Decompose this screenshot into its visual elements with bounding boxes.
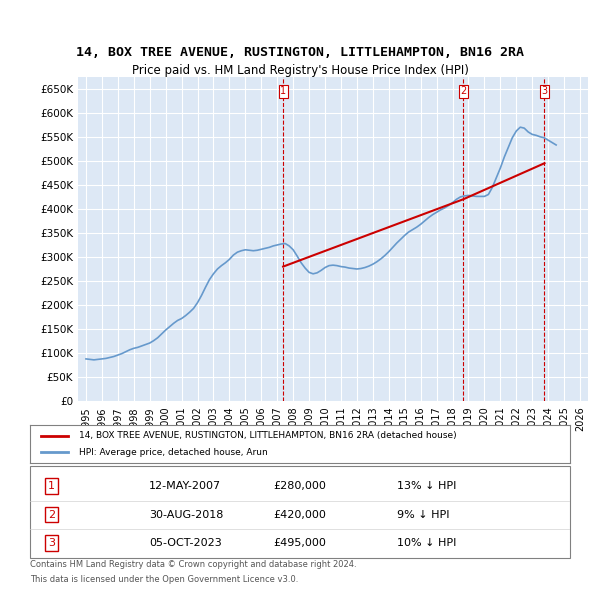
Text: 2: 2 bbox=[460, 86, 466, 96]
Text: 3: 3 bbox=[541, 86, 548, 96]
Text: 05-OCT-2023: 05-OCT-2023 bbox=[149, 538, 221, 548]
Text: 10% ↓ HPI: 10% ↓ HPI bbox=[397, 538, 457, 548]
Text: £495,000: £495,000 bbox=[273, 538, 326, 548]
Text: 3: 3 bbox=[48, 538, 55, 548]
Text: £280,000: £280,000 bbox=[273, 481, 326, 491]
Text: 12-MAY-2007: 12-MAY-2007 bbox=[149, 481, 221, 491]
Text: 14, BOX TREE AVENUE, RUSTINGTON, LITTLEHAMPTON, BN16 2RA: 14, BOX TREE AVENUE, RUSTINGTON, LITTLEH… bbox=[76, 46, 524, 59]
Text: 13% ↓ HPI: 13% ↓ HPI bbox=[397, 481, 457, 491]
Text: Contains HM Land Registry data © Crown copyright and database right 2024.: Contains HM Land Registry data © Crown c… bbox=[30, 560, 356, 569]
Text: Price paid vs. HM Land Registry's House Price Index (HPI): Price paid vs. HM Land Registry's House … bbox=[131, 64, 469, 77]
Text: 2: 2 bbox=[48, 510, 55, 520]
Text: £420,000: £420,000 bbox=[273, 510, 326, 520]
Text: 1: 1 bbox=[48, 481, 55, 491]
Text: 9% ↓ HPI: 9% ↓ HPI bbox=[397, 510, 450, 520]
Text: 1: 1 bbox=[280, 86, 286, 96]
Text: 30-AUG-2018: 30-AUG-2018 bbox=[149, 510, 223, 520]
Text: HPI: Average price, detached house, Arun: HPI: Average price, detached house, Arun bbox=[79, 448, 268, 457]
Text: 14, BOX TREE AVENUE, RUSTINGTON, LITTLEHAMPTON, BN16 2RA (detached house): 14, BOX TREE AVENUE, RUSTINGTON, LITTLEH… bbox=[79, 431, 456, 440]
Text: This data is licensed under the Open Government Licence v3.0.: This data is licensed under the Open Gov… bbox=[30, 575, 298, 584]
